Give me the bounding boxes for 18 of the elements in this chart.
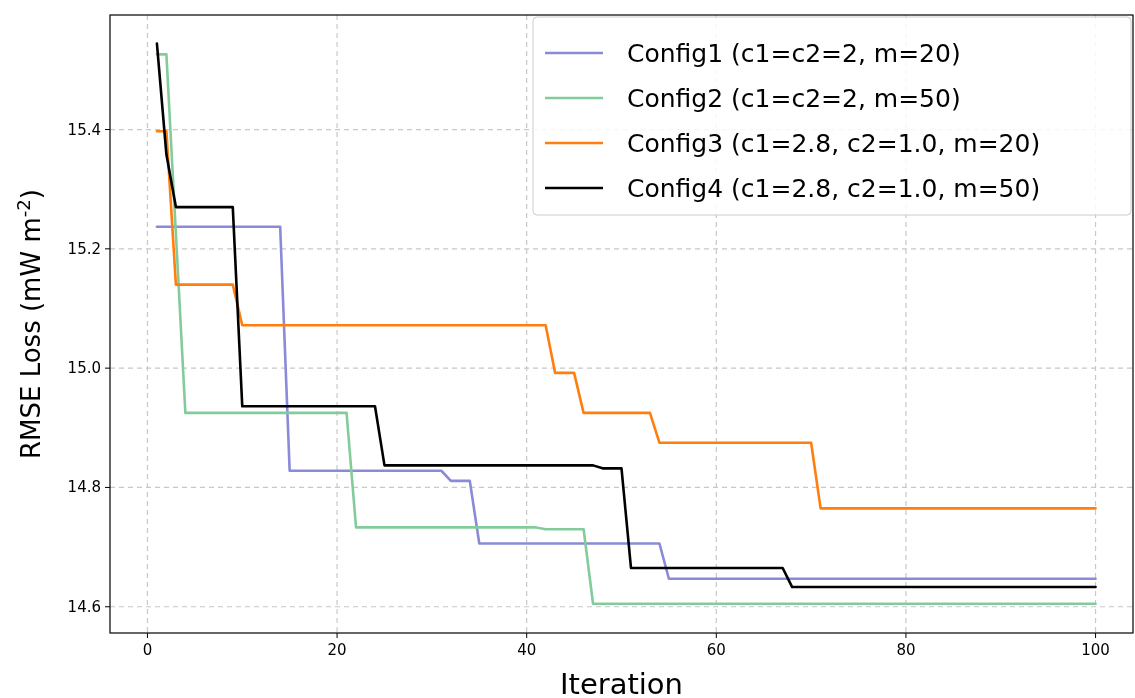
- legend-label: Config2 (c1=c2=2, m=50): [627, 84, 961, 113]
- x-tick-label: 0: [142, 641, 153, 659]
- legend-label: Config4 (c1=2.8, c2=1.0, m=50): [627, 174, 1041, 203]
- line-series: [155, 130, 1097, 510]
- y-tick-label: 15.2: [67, 239, 101, 258]
- y-tick-label: 15.4: [67, 120, 101, 139]
- legend-label: Config3 (c1=2.8, c2=1.0, m=20): [627, 129, 1041, 158]
- x-tick-label: 40: [517, 641, 537, 659]
- x-tick-label: 60: [706, 641, 726, 659]
- x-axis-title: Iteration: [559, 667, 684, 698]
- legend-label: Config1 (c1=c2=2, m=20): [627, 39, 961, 68]
- line-series: [155, 225, 1097, 581]
- y-tick-label: 14.8: [67, 478, 101, 497]
- x-tick-label: 100: [1081, 641, 1110, 659]
- x-tick-label: 20: [327, 641, 347, 659]
- x-tick-label: 80: [896, 641, 916, 659]
- y-tick-label: 14.6: [67, 597, 101, 616]
- y-tick-label: 15.0: [67, 359, 101, 378]
